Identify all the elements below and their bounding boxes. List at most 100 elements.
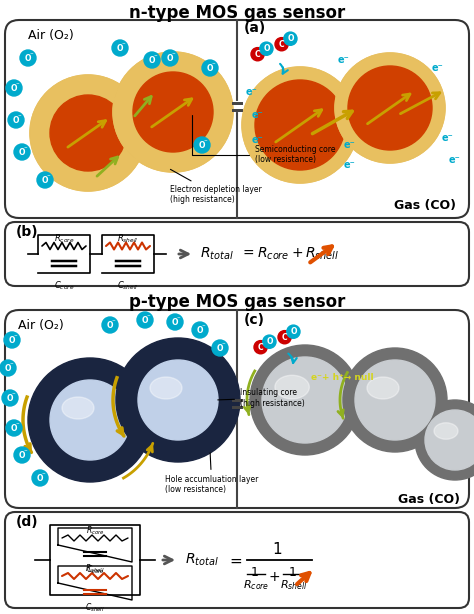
Circle shape: [6, 420, 22, 436]
Text: O: O: [37, 474, 43, 483]
Circle shape: [138, 360, 218, 440]
Circle shape: [278, 330, 291, 344]
Text: e⁻: e⁻: [432, 63, 444, 73]
Text: $R_{total}$: $R_{total}$: [200, 246, 234, 262]
Text: ⁻: ⁻: [14, 334, 18, 340]
Circle shape: [114, 53, 232, 171]
Circle shape: [335, 53, 445, 163]
Circle shape: [242, 67, 358, 183]
Text: ⁻: ⁻: [204, 139, 208, 145]
Circle shape: [254, 341, 267, 354]
Circle shape: [50, 95, 126, 171]
Text: ⁻: ⁻: [47, 174, 50, 180]
Text: O: O: [199, 141, 205, 150]
Text: Air (O₂): Air (O₂): [18, 319, 64, 332]
Circle shape: [102, 317, 118, 333]
Circle shape: [32, 470, 48, 486]
Text: ⁻: ⁻: [202, 324, 205, 330]
Circle shape: [343, 348, 447, 452]
Text: 1: 1: [251, 565, 259, 578]
Circle shape: [335, 53, 445, 163]
Circle shape: [112, 40, 128, 56]
Text: ⁻: ⁻: [24, 146, 27, 152]
Text: $R_{total}$: $R_{total}$: [185, 552, 219, 568]
Text: O: O: [9, 336, 15, 345]
Text: $R_{shell}$: $R_{shell}$: [117, 233, 139, 245]
Text: ⁻: ⁻: [16, 422, 19, 428]
Ellipse shape: [275, 375, 310, 399]
Ellipse shape: [367, 377, 399, 399]
Text: ⁻: ⁻: [122, 42, 126, 49]
Text: O: O: [107, 321, 113, 330]
Text: ⁻: ⁻: [42, 472, 46, 478]
Circle shape: [32, 77, 144, 189]
Text: O: O: [11, 424, 17, 433]
Circle shape: [30, 75, 146, 191]
Circle shape: [133, 72, 213, 152]
Circle shape: [162, 50, 178, 66]
Text: O: O: [290, 327, 297, 336]
Circle shape: [113, 52, 233, 172]
Text: O: O: [207, 64, 213, 73]
Circle shape: [348, 66, 432, 150]
Text: O: O: [266, 337, 273, 346]
Text: (b): (b): [16, 225, 38, 239]
Text: e⁻: e⁻: [246, 87, 258, 97]
Ellipse shape: [434, 423, 458, 439]
Text: O: O: [7, 394, 13, 403]
Text: O: O: [167, 54, 173, 63]
Circle shape: [337, 55, 443, 161]
Circle shape: [30, 75, 146, 191]
Text: ⁻: ⁻: [154, 54, 157, 60]
Circle shape: [263, 335, 276, 348]
Text: ⁻: ⁻: [24, 449, 27, 455]
Text: O: O: [217, 344, 223, 353]
Text: ⁻: ⁻: [18, 114, 21, 120]
Circle shape: [20, 50, 36, 66]
Circle shape: [31, 76, 145, 190]
Text: ⁻: ⁻: [147, 314, 150, 320]
Text: Hole accumluation layer
(low resistance): Hole accumluation layer (low resistance): [165, 453, 258, 494]
Text: $R_{shell}$: $R_{shell}$: [280, 578, 308, 592]
Text: O: O: [149, 56, 155, 65]
Circle shape: [50, 380, 130, 460]
Circle shape: [0, 360, 16, 376]
Text: $C_{core}$: $C_{core}$: [54, 279, 74, 292]
Text: Semiconducting core
(low resistance): Semiconducting core (low resistance): [192, 115, 336, 165]
Text: Gas (CO): Gas (CO): [394, 198, 456, 211]
Text: n-type MOS gas sensor: n-type MOS gas sensor: [129, 4, 345, 22]
Circle shape: [192, 322, 208, 338]
Text: e⁻: e⁻: [442, 133, 454, 143]
Text: e⁻: e⁻: [252, 110, 264, 120]
Text: O: O: [142, 316, 148, 325]
Text: $=$: $=$: [227, 553, 243, 567]
Text: C: C: [258, 343, 264, 352]
Text: ⁻: ⁻: [212, 62, 216, 68]
Text: Electron depletion layer
(high resistance): Electron depletion layer (high resistanc…: [170, 169, 262, 204]
Text: p-type MOS gas sensor: p-type MOS gas sensor: [129, 293, 345, 311]
Circle shape: [113, 52, 233, 172]
Circle shape: [144, 52, 160, 68]
Text: O: O: [19, 451, 25, 460]
Text: Air (O₂): Air (O₂): [28, 29, 74, 42]
Text: e⁻: e⁻: [252, 135, 264, 145]
Circle shape: [251, 48, 264, 61]
Text: O: O: [287, 34, 294, 43]
FancyBboxPatch shape: [5, 512, 469, 608]
Circle shape: [14, 144, 30, 160]
Text: +: +: [268, 570, 280, 584]
Text: C: C: [282, 333, 287, 342]
Circle shape: [243, 68, 357, 182]
Text: ⁻: ⁻: [16, 82, 19, 88]
Circle shape: [28, 358, 152, 482]
Text: C: C: [279, 40, 284, 49]
Circle shape: [4, 332, 20, 348]
FancyBboxPatch shape: [5, 20, 469, 218]
Circle shape: [115, 54, 231, 170]
Circle shape: [37, 172, 53, 188]
Circle shape: [6, 80, 22, 96]
Circle shape: [260, 42, 273, 55]
Text: $= R_{core} + $: $= R_{core} + $: [240, 246, 303, 262]
Text: O: O: [263, 44, 270, 53]
Text: O: O: [197, 326, 203, 335]
